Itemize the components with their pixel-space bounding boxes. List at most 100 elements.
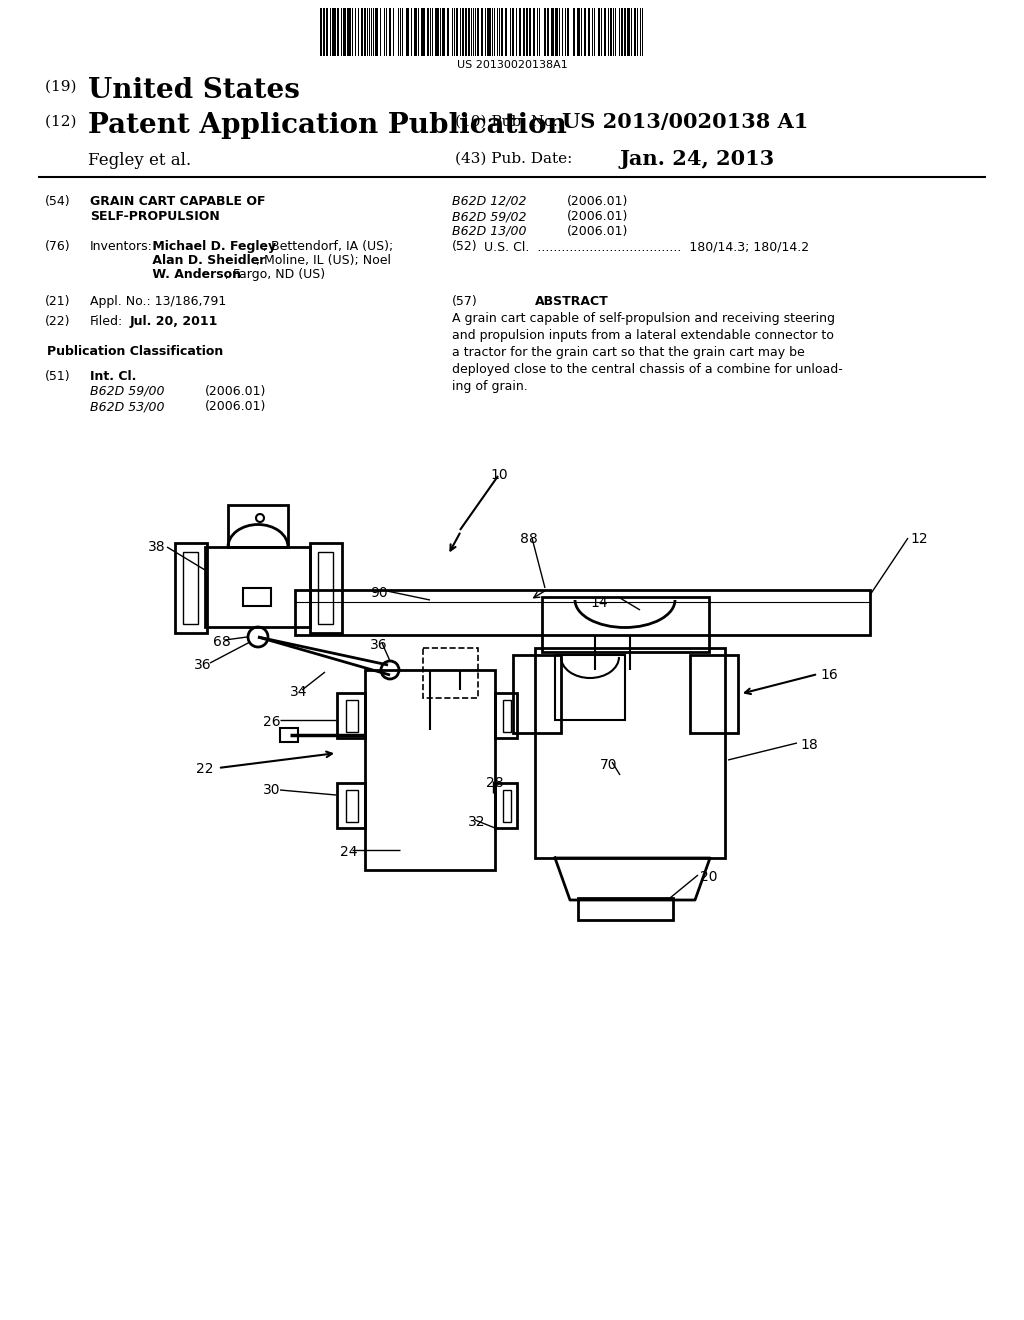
Text: (54): (54) [45, 195, 71, 209]
Bar [610, 8, 612, 55]
Bar [690, 655, 738, 733]
Text: (51): (51) [45, 370, 71, 383]
Text: 26: 26 [263, 715, 281, 729]
Text: 90: 90 [370, 586, 388, 601]
Text: Int. Cl.: Int. Cl. [90, 370, 136, 383]
Bar [364, 8, 366, 55]
Bar [183, 552, 198, 624]
Bar [406, 8, 409, 55]
Text: 70: 70 [600, 758, 617, 772]
Bar [567, 8, 569, 55]
Text: 32: 32 [468, 814, 485, 829]
Text: (2006.01): (2006.01) [567, 210, 629, 223]
Text: B62D 12/02: B62D 12/02 [452, 195, 526, 209]
Text: (52): (52) [452, 240, 477, 253]
Bar [627, 8, 630, 55]
Bar [495, 693, 517, 738]
Text: (2006.01): (2006.01) [567, 224, 629, 238]
Bar [584, 8, 586, 55]
Text: 36: 36 [194, 657, 212, 672]
Bar [503, 700, 511, 733]
Bar [346, 700, 358, 733]
Text: 34: 34 [290, 685, 307, 700]
Text: , Moline, IL (US); Noel: , Moline, IL (US); Noel [256, 253, 391, 267]
Bar [389, 8, 391, 55]
Bar [442, 8, 445, 55]
Bar [481, 8, 483, 55]
Text: (12): (12) [45, 115, 81, 129]
Bar [447, 8, 449, 55]
Bar [512, 8, 514, 55]
Bar [542, 597, 709, 652]
Bar [573, 8, 575, 55]
Bar [477, 8, 479, 55]
Text: ABSTRACT: ABSTRACT [536, 294, 609, 308]
Bar [634, 8, 636, 55]
Text: SELF-PROPULSION: SELF-PROPULSION [90, 210, 220, 223]
Bar [427, 8, 429, 55]
Text: (76): (76) [45, 240, 71, 253]
Text: Fegley et al.: Fegley et al. [88, 152, 191, 169]
Bar [462, 8, 464, 55]
Text: 24: 24 [340, 845, 357, 859]
Bar [205, 546, 310, 627]
Text: 88: 88 [520, 532, 538, 546]
Bar [604, 8, 606, 55]
Text: US 20130020138A1: US 20130020138A1 [457, 59, 567, 70]
Text: GRAIN CART CAPABLE OF: GRAIN CART CAPABLE OF [90, 195, 265, 209]
Bar [375, 8, 378, 55]
Text: 12: 12 [910, 532, 928, 546]
Text: 10: 10 [490, 469, 508, 482]
Text: (2006.01): (2006.01) [567, 195, 629, 209]
Bar [588, 8, 590, 55]
Text: Filed:: Filed: [90, 315, 123, 327]
Bar [503, 789, 511, 822]
Bar [414, 8, 417, 55]
Text: Inventors:: Inventors: [90, 240, 153, 253]
Bar [555, 655, 625, 719]
Bar [280, 729, 298, 742]
Text: A grain cart capable of self-propulsion and receiving steering
and propulsion in: A grain cart capable of self-propulsion … [452, 312, 843, 393]
Bar [487, 8, 490, 55]
Text: B62D 13/00: B62D 13/00 [452, 224, 526, 238]
Text: 36: 36 [370, 638, 388, 652]
Text: United States: United States [88, 77, 300, 104]
Bar [495, 783, 517, 828]
Bar [505, 8, 507, 55]
Bar [361, 8, 362, 55]
Bar [501, 8, 503, 55]
Text: 16: 16 [820, 668, 838, 682]
Text: B62D 53/00: B62D 53/00 [90, 400, 165, 413]
Bar [578, 898, 673, 920]
Bar [519, 8, 521, 55]
Bar [228, 506, 288, 546]
Bar [318, 552, 333, 624]
Text: (43) Pub. Date:: (43) Pub. Date: [455, 152, 572, 166]
Bar [547, 8, 549, 55]
Bar [435, 8, 439, 55]
Bar [319, 8, 322, 55]
Text: Publication Classification: Publication Classification [47, 345, 223, 358]
Text: , Bettendorf, IA (US);: , Bettendorf, IA (US); [263, 240, 393, 253]
Text: 18: 18 [800, 738, 818, 752]
Text: W. Anderson: W. Anderson [148, 268, 241, 281]
Text: 22: 22 [196, 762, 213, 776]
Text: 68: 68 [213, 635, 230, 649]
Text: Jul. 20, 2011: Jul. 20, 2011 [130, 315, 218, 327]
Text: , Fargo, ND (US): , Fargo, ND (US) [225, 268, 326, 281]
Bar [310, 543, 342, 634]
Bar [465, 8, 467, 55]
Bar [621, 8, 623, 55]
Text: (57): (57) [452, 294, 478, 308]
Text: (2006.01): (2006.01) [205, 385, 266, 399]
Text: Appl. No.: 13/186,791: Appl. No.: 13/186,791 [90, 294, 226, 308]
Bar [523, 8, 525, 55]
Text: B62D 59/00: B62D 59/00 [90, 385, 165, 399]
Bar [347, 8, 351, 55]
Bar [555, 8, 558, 55]
Bar [365, 671, 495, 870]
Bar [598, 8, 600, 55]
Text: Michael D. Fegley: Michael D. Fegley [148, 240, 276, 253]
Bar [332, 8, 336, 55]
Bar [624, 8, 626, 55]
